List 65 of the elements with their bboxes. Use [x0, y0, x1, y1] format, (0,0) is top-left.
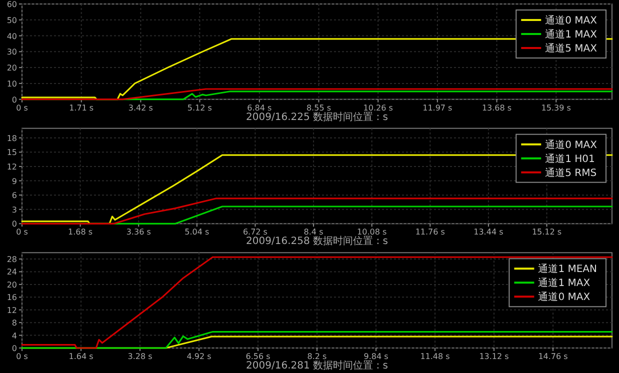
x-tick-label: 0 s — [16, 352, 28, 361]
y-tick-label: 9 — [12, 176, 17, 186]
x-tick-label: 9.84 s — [364, 352, 388, 361]
y-tick-label: 6 — [12, 191, 17, 200]
legend-label: 通道1 MAX — [538, 277, 590, 290]
y-tick-label: 20 — [6, 280, 17, 290]
x-tick-label: 11.48 s — [420, 352, 450, 361]
y-tick-label: 3 — [12, 205, 17, 214]
x-tick-label: 1.64 s — [68, 352, 94, 361]
y-tick-label: 4 — [12, 331, 17, 340]
y-tick-label: 18 — [6, 134, 17, 143]
legend-label: 通道0 MAX — [545, 14, 598, 26]
y-tick-label: 10 — [6, 79, 17, 88]
x-tick-label: 3.36 s — [126, 228, 151, 237]
legend-label: 通道5 MAX — [545, 42, 598, 54]
x-tick-label: 10.08 s — [357, 228, 387, 237]
y-tick-label: 20 — [6, 64, 17, 73]
x-tick-label: 13.68 s — [482, 103, 512, 112]
x-tick-label: 3.42 s — [128, 103, 153, 112]
x-tick-label: 6.84 s — [247, 103, 272, 112]
y-tick-label: 8 — [12, 318, 17, 328]
x-axis-title: 2009/16.281 数据时间位置 : s — [246, 360, 388, 372]
y-tick-label: 0 — [12, 344, 17, 353]
y-tick-label: 24 — [6, 268, 17, 277]
x-tick-label: 1.68 s — [68, 228, 93, 237]
legend-label: 通道1 H01 — [545, 152, 595, 165]
x-tick-label: 8.4 s — [304, 228, 324, 237]
y-tick-label: 12 — [6, 306, 17, 315]
y-tick-label: 30 — [6, 48, 17, 57]
legend-label: 通道5 RMS — [545, 166, 597, 179]
y-tick-label: 0 — [12, 95, 17, 104]
x-axis-title: 2009/16.258 数据时间位置 : s — [246, 235, 388, 248]
x-tick-label: 13.44 s — [474, 228, 504, 237]
x-tick-label: 11.76 s — [415, 228, 445, 237]
y-tick-label: 50 — [6, 16, 17, 25]
x-tick-label: 14.76 s — [538, 352, 568, 361]
y-tick-label: 40 — [6, 32, 17, 41]
legend-label: 通道0 MAX — [545, 138, 598, 151]
x-tick-label: 3.28 s — [128, 352, 152, 361]
x-tick-label: 0 s — [16, 228, 28, 237]
x-tick-label: 8.55 s — [306, 103, 331, 112]
y-tick-label: 60 — [6, 0, 17, 9]
line-series — [21, 256, 613, 349]
x-tick-label: 6.56 s — [246, 352, 270, 361]
legend-label: 通道1 MEAN — [538, 263, 597, 276]
x-tick-label: 10.26 s — [363, 103, 393, 112]
y-tick-label: 16 — [6, 293, 17, 302]
x-tick-label: 13.12 s — [479, 352, 509, 361]
x-tick-label: 8.2 s — [307, 352, 327, 361]
x-axis-title: 2009/16.225 数据时间位置 : s — [246, 110, 388, 123]
x-tick-label: 5.04 s — [184, 228, 210, 237]
legend-label: 通道1 MAX — [545, 28, 598, 40]
y-tick-label: 28 — [6, 255, 17, 264]
y-tick-label: 15 — [6, 148, 17, 158]
y-tick-label: 0 — [12, 220, 17, 229]
legend-label: 通道0 MAX — [538, 291, 590, 304]
x-tick-label: 15.39 s — [541, 103, 571, 112]
x-tick-label: 1.71 s — [69, 103, 94, 112]
x-tick-label: 11.97 s — [422, 103, 452, 112]
y-tick-label: 12 — [6, 162, 17, 172]
x-tick-label: 0 s — [16, 103, 28, 112]
x-tick-label: 4.92 s — [186, 352, 212, 361]
x-tick-label: 5.12 s — [187, 103, 212, 112]
x-tick-label: 6.72 s — [242, 228, 268, 237]
x-tick-label: 15.12 s — [532, 228, 562, 237]
